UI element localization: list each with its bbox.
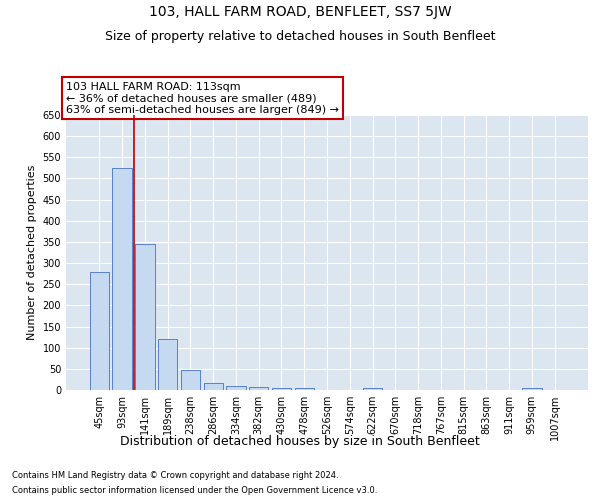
Text: Contains HM Land Registry data © Crown copyright and database right 2024.: Contains HM Land Registry data © Crown c… <box>12 471 338 480</box>
Bar <box>203 383 223 390</box>
Bar <box>295 388 314 390</box>
Text: Distribution of detached houses by size in South Benfleet: Distribution of detached houses by size … <box>120 435 480 448</box>
Y-axis label: Number of detached properties: Number of detached properties <box>27 165 37 340</box>
Bar <box>226 386 245 390</box>
Bar <box>363 388 382 390</box>
Bar <box>158 339 178 390</box>
Bar <box>112 168 132 390</box>
Bar <box>90 272 109 390</box>
Text: Size of property relative to detached houses in South Benfleet: Size of property relative to detached ho… <box>105 30 495 43</box>
Text: 103, HALL FARM ROAD, BENFLEET, SS7 5JW: 103, HALL FARM ROAD, BENFLEET, SS7 5JW <box>149 5 451 19</box>
Bar <box>249 386 268 390</box>
Text: Contains public sector information licensed under the Open Government Licence v3: Contains public sector information licen… <box>12 486 377 495</box>
Text: 103 HALL FARM ROAD: 113sqm
← 36% of detached houses are smaller (489)
63% of sem: 103 HALL FARM ROAD: 113sqm ← 36% of deta… <box>66 82 339 115</box>
Bar <box>181 370 200 390</box>
Bar <box>522 388 542 390</box>
Bar <box>135 244 155 390</box>
Bar <box>272 388 291 390</box>
